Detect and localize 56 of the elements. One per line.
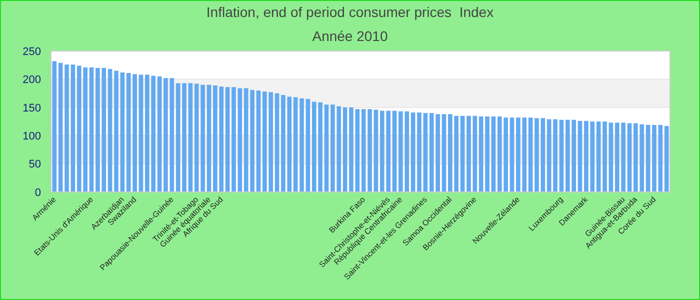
bar (293, 97, 298, 192)
bar (52, 61, 57, 192)
bar (460, 116, 465, 192)
bar (608, 122, 614, 192)
bar (342, 107, 348, 192)
bar (410, 112, 416, 192)
bar (510, 118, 514, 192)
bar (138, 74, 144, 192)
bar (652, 124, 656, 192)
bar (578, 120, 582, 192)
y-tick-label: 150 (22, 102, 41, 114)
y-tick-label: 50 (28, 158, 41, 171)
bar (664, 126, 669, 192)
bar (64, 64, 69, 192)
bar (58, 62, 63, 192)
bar (559, 120, 564, 192)
bar (442, 114, 446, 192)
bar (238, 88, 242, 192)
bar (658, 124, 663, 192)
bar (206, 84, 212, 192)
bar (374, 110, 378, 192)
chart-title: Inflation, end of period consumer prices Index (206, 4, 494, 20)
bar (596, 122, 601, 192)
y-tick-label: 250 (22, 46, 41, 58)
bar (188, 83, 193, 192)
bar (528, 118, 533, 192)
bar (70, 64, 76, 192)
bar (120, 72, 125, 192)
y-tick-label: 0 (34, 186, 41, 199)
bar (225, 87, 230, 192)
bar (114, 70, 118, 192)
bar (306, 98, 310, 192)
bar (392, 110, 397, 192)
bar (417, 112, 422, 192)
bar (491, 116, 496, 192)
bar (423, 113, 428, 192)
bar (478, 116, 484, 192)
bar (534, 118, 539, 192)
bar (176, 83, 180, 192)
bar (646, 124, 650, 192)
bar (256, 90, 261, 192)
bar (182, 83, 186, 192)
y-tick-label: 200 (22, 74, 41, 86)
bar (540, 118, 546, 192)
bar (108, 69, 112, 192)
chart-subtitle: Année 2010 (312, 28, 388, 44)
bar (89, 67, 94, 192)
bar (232, 87, 236, 192)
bar (324, 104, 329, 192)
bar (274, 93, 280, 192)
bar (157, 76, 162, 192)
bar (627, 123, 632, 192)
y-tick-label: 100 (22, 130, 41, 142)
bar (300, 98, 304, 192)
bar (602, 122, 607, 192)
bar (485, 116, 490, 192)
